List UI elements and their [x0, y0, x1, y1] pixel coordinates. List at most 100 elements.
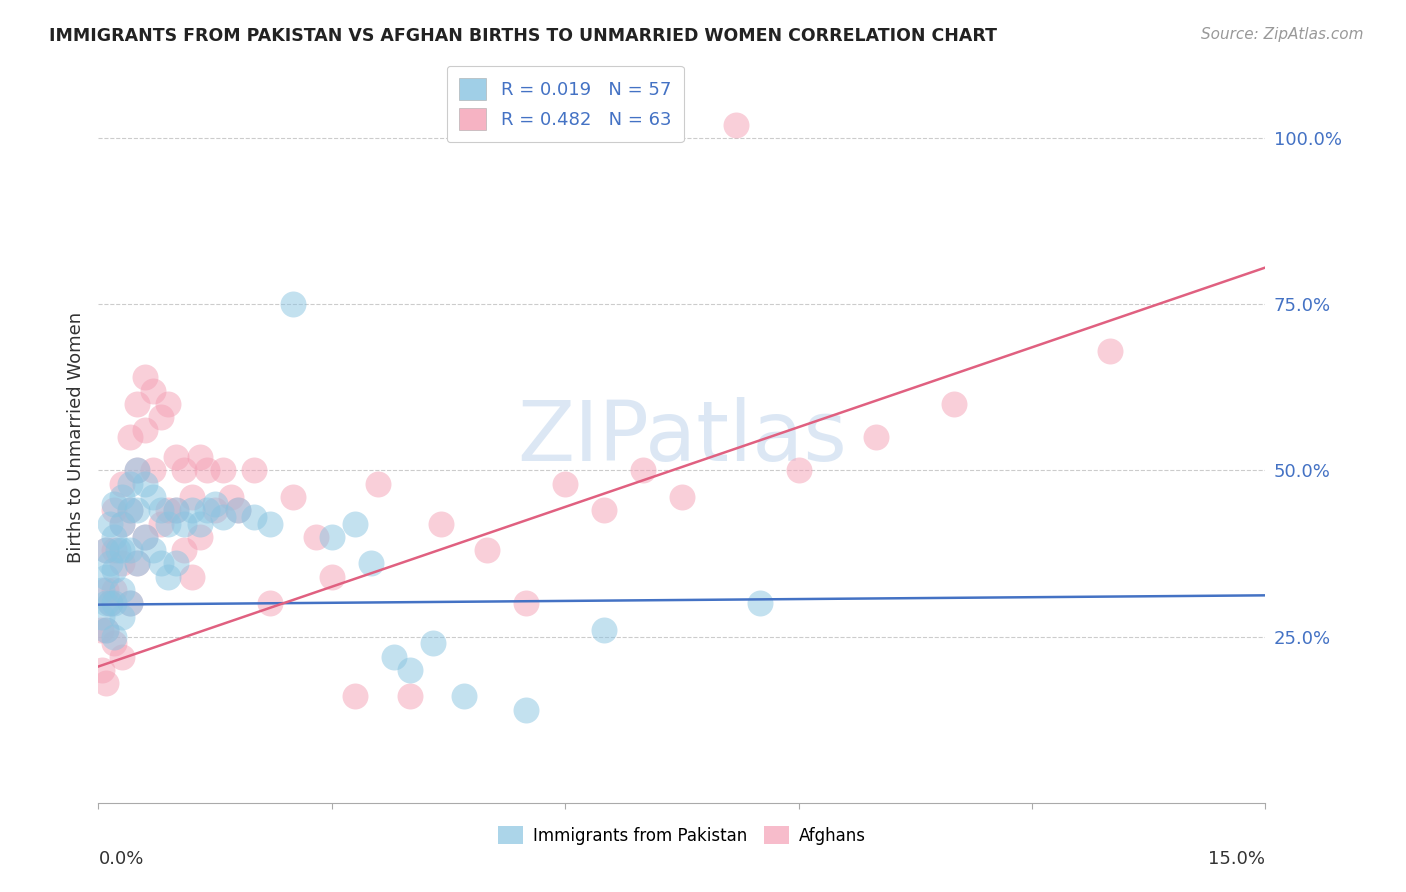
Immigrants from Pakistan — [96, 570, 118, 584]
Afghans — [118, 430, 141, 444]
Immigrants from Pakistan — [453, 690, 475, 704]
Text: 15.0%: 15.0% — [1208, 850, 1265, 868]
Afghans — [111, 516, 134, 531]
Immigrants from Pakistan — [127, 503, 149, 517]
Afghans — [134, 424, 156, 438]
Afghans — [157, 503, 180, 517]
Immigrants from Pakistan — [111, 582, 134, 597]
Immigrants from Pakistan — [91, 582, 114, 597]
Afghans — [96, 543, 118, 558]
Immigrants from Pakistan — [398, 663, 420, 677]
Afghans — [787, 463, 810, 477]
Immigrants from Pakistan — [228, 503, 250, 517]
Afghans — [103, 582, 125, 597]
Immigrants from Pakistan — [195, 503, 218, 517]
Y-axis label: Births to Unmarried Women: Births to Unmarried Women — [66, 311, 84, 563]
Afghans — [321, 570, 343, 584]
Afghans — [344, 690, 367, 704]
Afghans — [477, 543, 499, 558]
Afghans — [157, 397, 180, 411]
Immigrants from Pakistan — [515, 703, 537, 717]
Afghans — [725, 118, 748, 132]
Afghans — [173, 543, 195, 558]
Immigrants from Pakistan — [157, 570, 180, 584]
Afghans — [103, 636, 125, 650]
Immigrants from Pakistan — [111, 490, 134, 504]
Immigrants from Pakistan — [118, 476, 141, 491]
Afghans — [103, 543, 125, 558]
Afghans — [429, 516, 451, 531]
Afghans — [1098, 343, 1121, 358]
Immigrants from Pakistan — [593, 623, 616, 637]
Afghans — [165, 450, 187, 464]
Immigrants from Pakistan — [165, 557, 187, 571]
Afghans — [515, 596, 537, 610]
Afghans — [204, 503, 226, 517]
Immigrants from Pakistan — [111, 543, 134, 558]
Immigrants from Pakistan — [149, 503, 172, 517]
Immigrants from Pakistan — [243, 509, 266, 524]
Immigrants from Pakistan — [321, 530, 343, 544]
Afghans — [149, 516, 172, 531]
Immigrants from Pakistan — [98, 557, 121, 571]
Afghans — [188, 450, 211, 464]
Afghans — [228, 503, 250, 517]
Immigrants from Pakistan — [96, 543, 118, 558]
Immigrants from Pakistan — [98, 516, 121, 531]
Immigrants from Pakistan — [212, 509, 235, 524]
Text: ZIPatlas: ZIPatlas — [517, 397, 846, 477]
Afghans — [118, 503, 141, 517]
Afghans — [98, 596, 121, 610]
Immigrants from Pakistan — [103, 563, 125, 577]
Afghans — [134, 370, 156, 384]
Immigrants from Pakistan — [103, 596, 125, 610]
Immigrants from Pakistan — [98, 596, 121, 610]
Immigrants from Pakistan — [103, 530, 125, 544]
Immigrants from Pakistan — [344, 516, 367, 531]
Afghans — [90, 623, 112, 637]
Immigrants from Pakistan — [157, 516, 180, 531]
Immigrants from Pakistan — [118, 596, 141, 610]
Afghans — [943, 397, 966, 411]
Afghans — [103, 503, 125, 517]
Afghans — [111, 649, 134, 664]
Afghans — [212, 463, 235, 477]
Immigrants from Pakistan — [96, 596, 118, 610]
Immigrants from Pakistan — [96, 623, 118, 637]
Immigrants from Pakistan — [134, 530, 156, 544]
Afghans — [142, 463, 165, 477]
Afghans — [96, 582, 118, 597]
Immigrants from Pakistan — [103, 497, 125, 511]
Afghans — [149, 410, 172, 425]
Afghans — [865, 430, 887, 444]
Immigrants from Pakistan — [382, 649, 405, 664]
Immigrants from Pakistan — [111, 516, 134, 531]
Afghans — [134, 530, 156, 544]
Immigrants from Pakistan — [127, 557, 149, 571]
Afghans — [96, 676, 118, 690]
Immigrants from Pakistan — [118, 503, 141, 517]
Immigrants from Pakistan — [165, 503, 187, 517]
Afghans — [111, 557, 134, 571]
Immigrants from Pakistan — [259, 516, 281, 531]
Text: Source: ZipAtlas.com: Source: ZipAtlas.com — [1201, 27, 1364, 42]
Afghans — [165, 503, 187, 517]
Legend: Immigrants from Pakistan, Afghans: Immigrants from Pakistan, Afghans — [489, 818, 875, 853]
Immigrants from Pakistan — [281, 297, 304, 311]
Afghans — [127, 463, 149, 477]
Afghans — [593, 503, 616, 517]
Immigrants from Pakistan — [118, 543, 141, 558]
Afghans — [243, 463, 266, 477]
Immigrants from Pakistan — [149, 557, 172, 571]
Immigrants from Pakistan — [188, 516, 211, 531]
Immigrants from Pakistan — [91, 609, 114, 624]
Afghans — [398, 690, 420, 704]
Afghans — [305, 530, 328, 544]
Afghans — [671, 490, 693, 504]
Afghans — [180, 490, 202, 504]
Afghans — [188, 530, 211, 544]
Afghans — [631, 463, 654, 477]
Afghans — [180, 570, 202, 584]
Text: IMMIGRANTS FROM PAKISTAN VS AFGHAN BIRTHS TO UNMARRIED WOMEN CORRELATION CHART: IMMIGRANTS FROM PAKISTAN VS AFGHAN BIRTH… — [49, 27, 997, 45]
Immigrants from Pakistan — [748, 596, 770, 610]
